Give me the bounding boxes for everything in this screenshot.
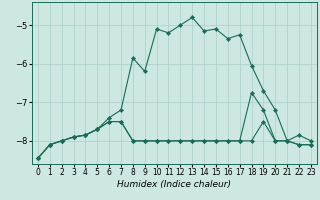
X-axis label: Humidex (Indice chaleur): Humidex (Indice chaleur) [117, 180, 231, 189]
